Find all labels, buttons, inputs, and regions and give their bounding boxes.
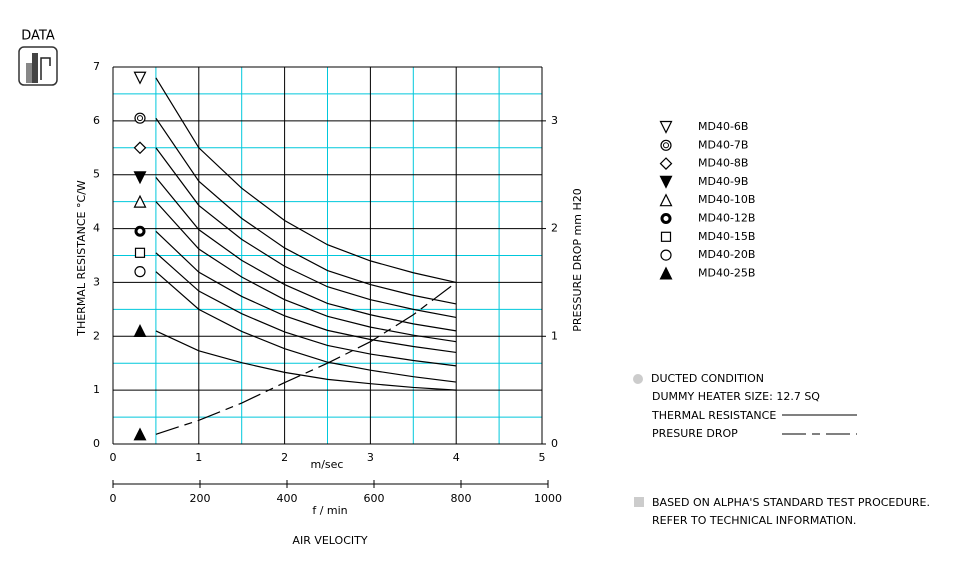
x2-tick-label: 0 [110, 492, 117, 505]
legend-label: MD40-12B [698, 212, 755, 225]
x2-tick-label: 1000 [534, 492, 562, 505]
marker [659, 157, 673, 170]
marker [133, 71, 147, 85]
marker-inner [663, 142, 669, 149]
note-heater: DUMMY HEATER SIZE: 12.7 SQ [652, 390, 820, 403]
x-tick-label: 4 [453, 451, 460, 464]
marker [659, 266, 673, 280]
y-tick-label: 2 [93, 329, 100, 342]
marker [134, 247, 146, 258]
footnote: REFER TO TECHNICAL INFORMATION. [652, 514, 856, 527]
marker [134, 112, 146, 124]
y-axis-label: THERMAL RESISTANCE °C/W [75, 180, 88, 337]
x2-tick-label: 800 [451, 492, 472, 505]
series-line [155, 281, 457, 435]
marker [133, 324, 147, 337]
y-tick-label: 0 [93, 437, 100, 450]
note-bullet [633, 374, 643, 384]
marker [134, 266, 146, 278]
marker [133, 171, 147, 185]
marker [659, 193, 673, 207]
marker [659, 175, 673, 189]
axis-title: AIR VELOCITY [292, 534, 367, 547]
y2-tick-label: 3 [551, 114, 558, 127]
data-icon [18, 46, 58, 86]
x-tick-label: 3 [367, 451, 374, 464]
legend-label: MD40-20B [698, 248, 755, 261]
series-line [155, 177, 457, 332]
y-tick-label: 3 [93, 275, 100, 288]
series-line [155, 77, 457, 284]
y-tick-label: 6 [93, 114, 100, 127]
marker [659, 120, 673, 134]
y2-axis-label: PRESSURE DROP mm H20 [571, 188, 584, 331]
x2-tick-label: 200 [190, 492, 211, 505]
footnote: BASED ON ALPHA'S STANDARD TEST PROCEDURE… [652, 496, 930, 509]
series-line [155, 252, 457, 367]
note-pressure: PRESURE DROP [652, 427, 738, 440]
y2-tick-label: 1 [551, 329, 558, 342]
series-line [155, 201, 457, 343]
y-tick-label: 7 [93, 60, 100, 73]
header-label: DATA [21, 29, 55, 44]
marker [660, 213, 672, 224]
legend-label: MD40-15B [698, 230, 755, 243]
footnote-bullet [634, 497, 644, 507]
series-line [155, 117, 457, 305]
series-line [155, 230, 457, 354]
y2-tick-label: 2 [551, 222, 558, 235]
marker [133, 194, 147, 208]
x-tick-label: 5 [539, 451, 546, 464]
x-tick-label: 0 [110, 451, 117, 464]
x2-tick-label: 600 [364, 492, 385, 505]
y-tick-label: 4 [93, 222, 100, 235]
x2-tick-label: 400 [277, 492, 298, 505]
x2-axis-label: f / min [312, 504, 347, 517]
marker [133, 141, 147, 155]
legend-label: MD40-7B [698, 138, 748, 151]
x-tick-label: 2 [281, 451, 288, 464]
marker [660, 139, 672, 151]
legend-label: MD40-6B [698, 120, 748, 133]
x-tick-label: 1 [195, 451, 202, 464]
y-tick-label: 1 [93, 383, 100, 396]
legend-label: MD40-9B [698, 175, 748, 188]
marker [134, 225, 146, 237]
marker-inner [137, 115, 143, 122]
series-line [155, 147, 457, 319]
note-condition: DUCTED CONDITION [651, 372, 764, 385]
marker [660, 231, 672, 242]
series-line [155, 330, 457, 391]
note-thermal: THERMAL RESISTANCE [651, 409, 776, 422]
legend-label: MD40-8B [698, 157, 748, 170]
series-line [155, 271, 457, 383]
marker [133, 427, 147, 441]
legend-label: MD40-25B [698, 266, 755, 279]
y2-tick-label: 0 [551, 437, 558, 450]
x-axis-label: m/sec [311, 458, 344, 471]
legend-label: MD40-10B [698, 193, 755, 206]
marker [660, 249, 672, 261]
y-tick-label: 5 [93, 168, 100, 181]
